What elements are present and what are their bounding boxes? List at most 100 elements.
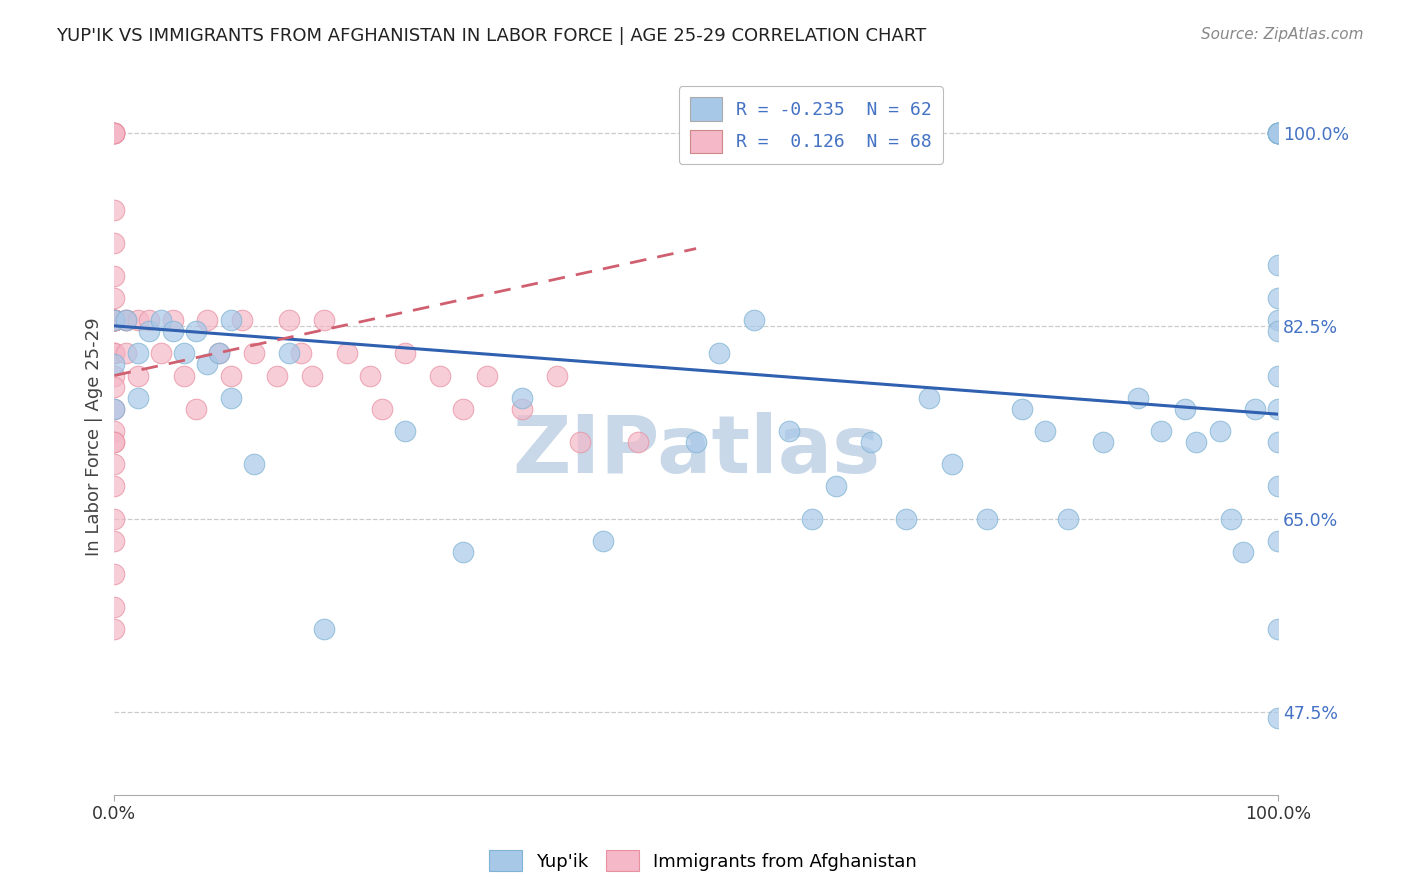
- Point: [453, 401, 475, 416]
- Point: [312, 313, 335, 327]
- Point: [103, 424, 125, 438]
- Point: [149, 346, 172, 360]
- Point: [103, 600, 125, 615]
- Point: [103, 313, 125, 327]
- Point: [103, 313, 125, 327]
- Point: [371, 401, 394, 416]
- Point: [277, 346, 299, 360]
- Point: [709, 346, 731, 360]
- Point: [1011, 401, 1033, 416]
- Legend: Yup'ik, Immigrants from Afghanistan: Yup'ik, Immigrants from Afghanistan: [482, 843, 924, 879]
- Point: [103, 126, 125, 140]
- Point: [103, 313, 125, 327]
- Legend: R = -0.235  N = 62, R =  0.126  N = 68: R = -0.235 N = 62, R = 0.126 N = 68: [679, 87, 943, 163]
- Point: [1174, 401, 1197, 416]
- Point: [173, 346, 195, 360]
- Point: [1267, 126, 1289, 140]
- Point: [627, 434, 650, 449]
- Point: [1267, 434, 1289, 449]
- Point: [1267, 324, 1289, 338]
- Y-axis label: In Labor Force | Age 25-29: In Labor Force | Age 25-29: [86, 317, 103, 556]
- Text: YUP'IK VS IMMIGRANTS FROM AFGHANISTAN IN LABOR FORCE | AGE 25-29 CORRELATION CHA: YUP'IK VS IMMIGRANTS FROM AFGHANISTAN IN…: [56, 27, 927, 45]
- Point: [1267, 479, 1289, 493]
- Text: Source: ZipAtlas.com: Source: ZipAtlas.com: [1201, 27, 1364, 42]
- Point: [103, 313, 125, 327]
- Point: [115, 313, 138, 327]
- Point: [103, 126, 125, 140]
- Point: [103, 313, 125, 327]
- Point: [127, 346, 149, 360]
- Point: [138, 324, 160, 338]
- Point: [115, 313, 138, 327]
- Point: [103, 313, 125, 327]
- Point: [859, 434, 882, 449]
- Point: [208, 346, 231, 360]
- Point: [1267, 291, 1289, 305]
- Point: [1267, 711, 1289, 725]
- Point: [184, 401, 207, 416]
- Point: [1057, 512, 1080, 526]
- Point: [197, 313, 219, 327]
- Point: [103, 623, 125, 637]
- Point: [115, 346, 138, 360]
- Point: [103, 269, 125, 284]
- Point: [115, 313, 138, 327]
- Point: [103, 567, 125, 582]
- Point: [510, 391, 533, 405]
- Point: [103, 479, 125, 493]
- Point: [824, 479, 846, 493]
- Point: [219, 391, 242, 405]
- Point: [103, 313, 125, 327]
- Point: [1267, 313, 1289, 327]
- Point: [1267, 126, 1289, 140]
- Point: [510, 401, 533, 416]
- Point: [1243, 401, 1265, 416]
- Point: [103, 126, 125, 140]
- Point: [801, 512, 824, 526]
- Point: [1208, 424, 1230, 438]
- Point: [312, 623, 335, 637]
- Point: [197, 358, 219, 372]
- Point: [1220, 512, 1243, 526]
- Point: [568, 434, 591, 449]
- Point: [1092, 434, 1115, 449]
- Point: [1267, 126, 1289, 140]
- Point: [277, 313, 299, 327]
- Point: [1267, 126, 1289, 140]
- Point: [976, 512, 998, 526]
- Point: [243, 346, 266, 360]
- Point: [103, 313, 125, 327]
- Point: [103, 202, 125, 217]
- Point: [894, 512, 917, 526]
- Point: [290, 346, 312, 360]
- Text: ZIPatlas: ZIPatlas: [512, 411, 880, 490]
- Point: [592, 534, 614, 549]
- Point: [127, 313, 149, 327]
- Point: [103, 313, 125, 327]
- Point: [1128, 391, 1150, 405]
- Point: [266, 368, 288, 383]
- Point: [103, 534, 125, 549]
- Point: [208, 346, 231, 360]
- Point: [429, 368, 451, 383]
- Point: [1267, 368, 1289, 383]
- Point: [475, 368, 498, 383]
- Point: [1185, 434, 1208, 449]
- Point: [103, 126, 125, 140]
- Point: [138, 313, 160, 327]
- Point: [394, 424, 416, 438]
- Point: [1267, 534, 1289, 549]
- Point: [301, 368, 323, 383]
- Point: [103, 512, 125, 526]
- Point: [1267, 623, 1289, 637]
- Point: [219, 368, 242, 383]
- Point: [453, 545, 475, 559]
- Point: [127, 391, 149, 405]
- Point: [1267, 401, 1289, 416]
- Point: [103, 313, 125, 327]
- Point: [103, 358, 125, 372]
- Point: [184, 324, 207, 338]
- Point: [1267, 126, 1289, 140]
- Point: [243, 457, 266, 471]
- Point: [103, 401, 125, 416]
